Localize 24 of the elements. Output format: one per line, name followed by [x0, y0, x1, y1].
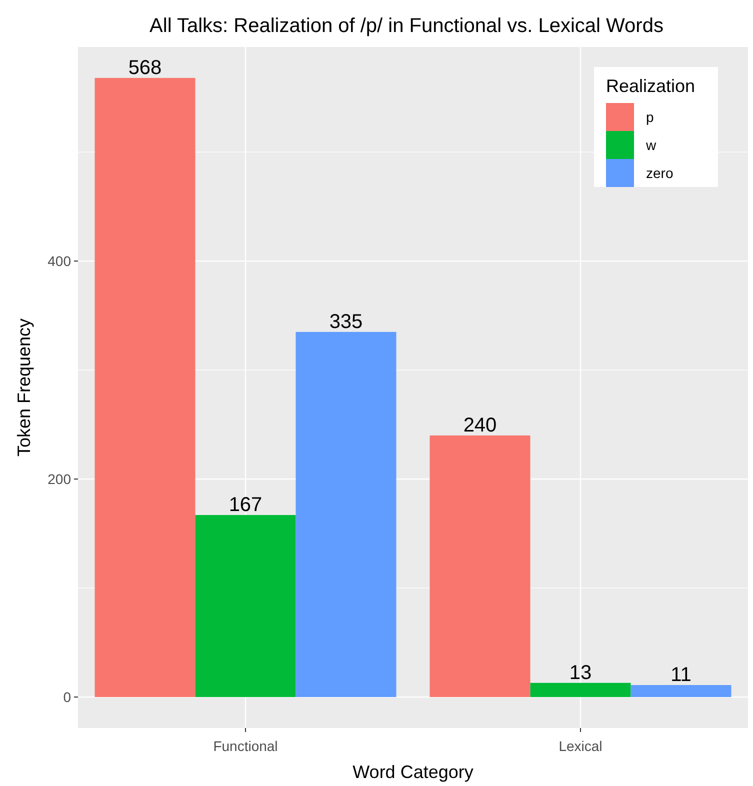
x-axis-title: Word Category	[352, 762, 474, 782]
bar	[530, 682, 631, 698]
y-tick-label: 0	[63, 689, 72, 706]
x-tick-label: Functional	[213, 738, 278, 754]
y-axis-title: Token Frequency	[14, 318, 34, 457]
y-tick-label: 200	[48, 471, 72, 488]
bar	[296, 332, 396, 698]
data-label: 568	[128, 56, 162, 79]
x-tick-label: Lexical	[558, 738, 602, 754]
chart-title: All Talks: Realization of /p/ in Functional vs. Lexical Words	[150, 15, 664, 37]
bar	[195, 515, 296, 698]
data-label: 240	[463, 414, 497, 436]
bar	[94, 78, 196, 698]
legend-title: Realization	[606, 76, 696, 96]
data-label: 167	[228, 494, 262, 516]
y-tick-label: 400	[48, 253, 72, 270]
legend-label: p	[646, 109, 654, 125]
data-label: 11	[670, 664, 692, 686]
bar	[430, 435, 530, 698]
data-label: 335	[329, 310, 363, 333]
data-label: 13	[569, 662, 592, 684]
legend-label: w	[645, 137, 657, 153]
legend-label: zero	[646, 165, 674, 181]
bar	[630, 685, 732, 698]
